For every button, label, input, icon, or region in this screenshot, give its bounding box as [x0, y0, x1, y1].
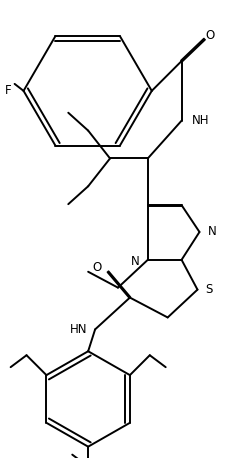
- Text: N: N: [207, 225, 215, 239]
- Text: NH: NH: [191, 114, 208, 127]
- Text: S: S: [205, 283, 212, 296]
- Text: F: F: [5, 84, 12, 97]
- Text: O: O: [92, 261, 102, 274]
- Text: N: N: [131, 255, 139, 269]
- Text: O: O: [205, 29, 214, 42]
- Text: HN: HN: [69, 323, 87, 336]
